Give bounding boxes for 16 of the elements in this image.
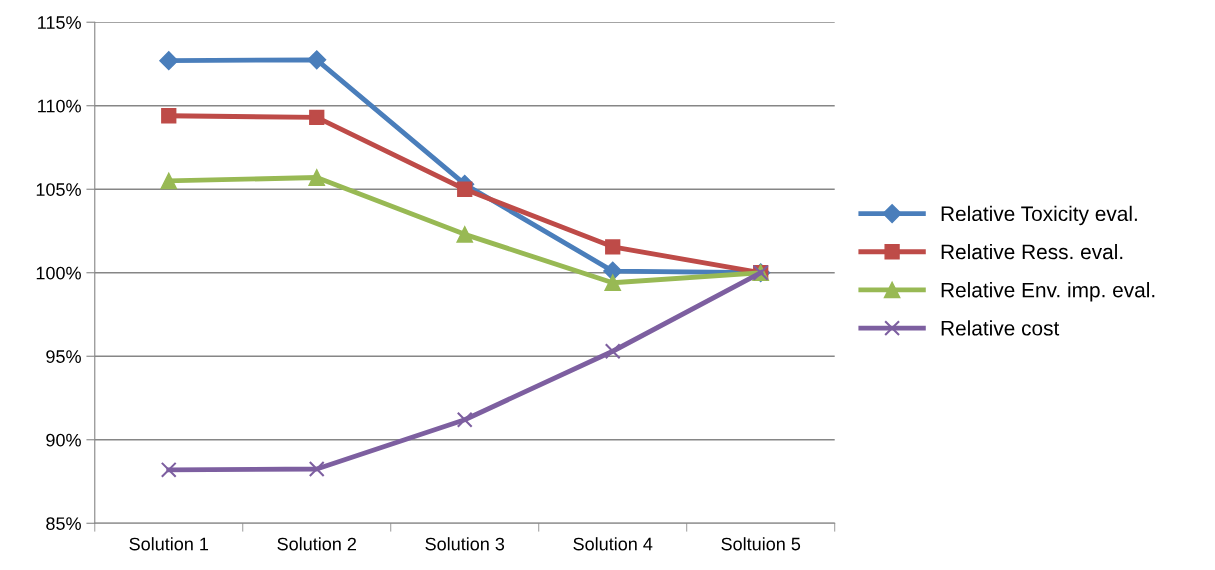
y-tick-label: 115% [38,16,81,29]
x-tick-label: Solution 2 [277,537,356,551]
y-tick-label: 105% [36,183,81,196]
y-tick-label: 100% [36,266,81,280]
y-tick-label: 110% [38,99,81,113]
x-tick-label: Solution 1 [129,537,209,551]
y-tick-label: 90% [46,433,81,447]
legend-label: Relative Toxicity eval. [941,205,1137,226]
legend-label: Relative Ress. eval. [941,243,1123,260]
x-tick-label: Solution 3 [425,537,505,551]
x-tick-label: Soltuion 5 [721,537,801,551]
y-tick-label: 95% [46,350,81,363]
x-tick-label: Solution 4 [573,537,653,551]
legend-label: Relative Env. imp. eval. [941,282,1155,302]
y-tick-label: 85% [46,517,81,530]
legend-label: Relative cost [941,320,1060,336]
